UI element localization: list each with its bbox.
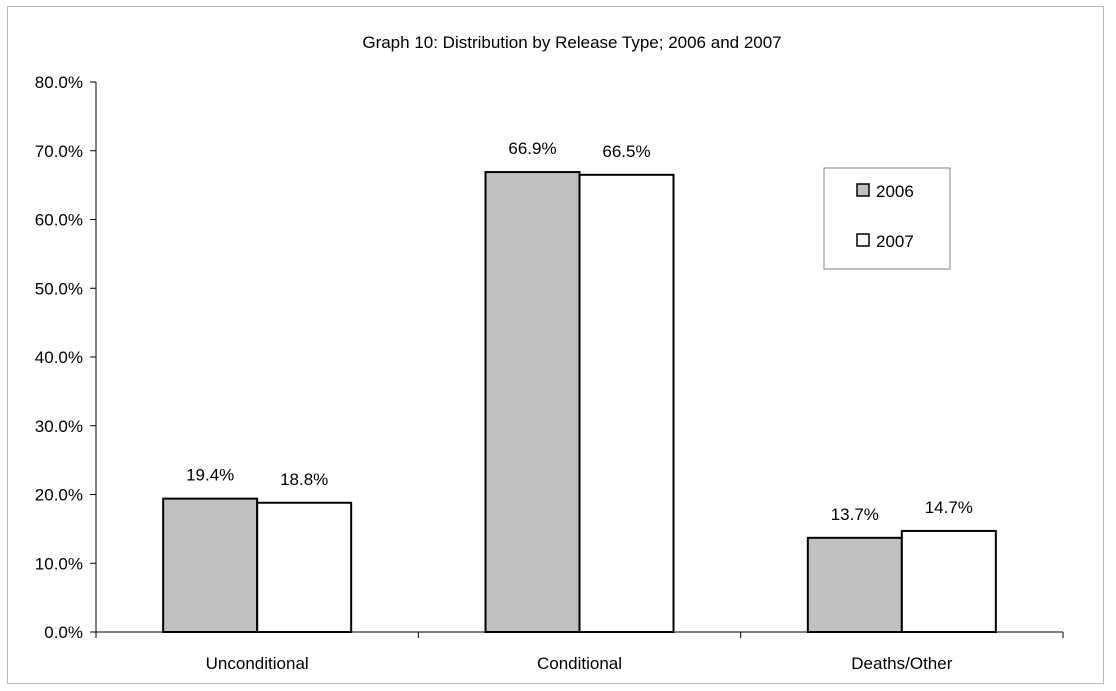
legend-label-2006: 2006	[876, 182, 914, 201]
data-label-2007-1: 66.5%	[602, 142, 650, 161]
y-tick-label: 10.0%	[35, 554, 83, 573]
x-tick-label: Unconditional	[206, 654, 309, 673]
legend-box	[823, 167, 951, 270]
y-tick-label: 30.0%	[35, 417, 83, 436]
legend: 2006 2007	[823, 167, 951, 270]
x-tick-label: Conditional	[537, 654, 622, 673]
bar-2007-1	[578, 173, 675, 633]
y-tick-label: 40.0%	[35, 348, 83, 367]
legend-swatch-2007	[856, 233, 870, 247]
data-label-2006-2: 13.7%	[831, 505, 879, 524]
y-tick-label: 70.0%	[35, 142, 83, 161]
bar-2007-2	[900, 529, 997, 633]
data-label-2006-1: 66.9%	[508, 139, 556, 158]
bar-2006-0	[162, 497, 259, 633]
y-tick-label: 0.0%	[44, 623, 83, 642]
bars	[162, 171, 997, 633]
x-axis: Unconditional Conditional Deaths/Other	[95, 631, 1064, 673]
x-tick-label: Deaths/Other	[851, 654, 952, 673]
data-label-2006-0: 19.4%	[186, 466, 234, 485]
data-label-2007-2: 14.7%	[925, 498, 973, 517]
bar-2006-2	[806, 536, 903, 633]
legend-label-2007: 2007	[876, 232, 914, 251]
data-label-2007-0: 18.8%	[280, 470, 328, 489]
bar-2007-0	[256, 501, 353, 633]
chart-title: Graph 10: Distribution by Release Type; …	[362, 33, 781, 52]
y-tick-label: 60.0%	[35, 211, 83, 230]
y-tick-label: 50.0%	[35, 279, 83, 298]
bar-2006-1	[484, 171, 581, 633]
y-axis: 0.0% 10.0% 20.0% 30.0% 40.0% 50.0% 60.0% 70.0% 8…	[35, 73, 97, 642]
legend-swatch-2006	[856, 183, 870, 197]
y-tick-label: 80.0%	[35, 73, 83, 92]
y-tick-label: 20.0%	[35, 486, 83, 505]
bar-labels: 19.4% 18.8% 66.9% 66.5% 13.7% 14.7%	[186, 139, 973, 524]
